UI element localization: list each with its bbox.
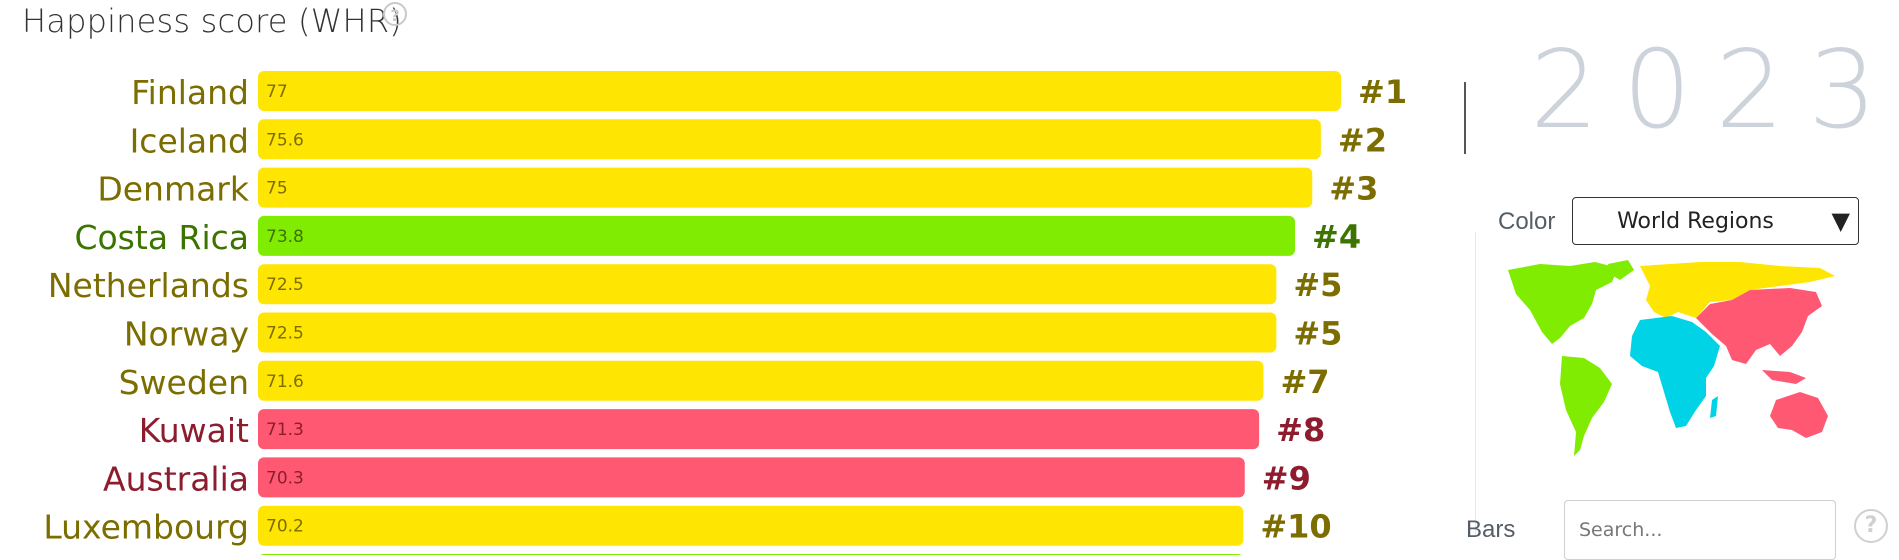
rank-label: #2 <box>1338 121 1387 159</box>
bar <box>258 360 1264 401</box>
value-label: 77 <box>266 82 288 102</box>
bar-row: Norway 72.5 #5 <box>124 312 1342 354</box>
bar-row: Costa Rica 73.8 #4 <box>74 215 1361 257</box>
value-label: 72.5 <box>266 324 304 344</box>
value-label: 73.8 <box>266 227 304 247</box>
bar <box>258 167 1313 208</box>
bar <box>258 215 1296 256</box>
map-indonesia[interactable] <box>1762 370 1806 384</box>
color-select-value: World Regions <box>1617 209 1774 234</box>
value-label: 71.3 <box>266 420 304 440</box>
bar <box>258 119 1321 160</box>
map-greenland[interactable] <box>1608 260 1634 280</box>
value-label: 75.6 <box>266 130 304 150</box>
bar <box>258 457 1245 498</box>
rank-label: #8 <box>1276 411 1325 449</box>
bar-row: Sweden 71.6 #7 <box>119 360 1330 402</box>
value-label: 70.2 <box>266 517 304 537</box>
color-label: Color <box>1498 208 1556 235</box>
bar-row: Luxembourg 70.2 #10 <box>43 505 1332 547</box>
bar-row: Denmark 75 #3 <box>97 167 1378 209</box>
world-regions-map[interactable] <box>1500 260 1845 475</box>
value-label: 71.6 <box>266 372 304 392</box>
rank-label: #1 <box>1358 73 1407 111</box>
map-africa[interactable] <box>1630 316 1720 428</box>
help-icon[interactable]: ? <box>383 2 407 26</box>
rank-label: #5 <box>1293 315 1342 353</box>
year-divider <box>1464 82 1466 154</box>
rank-label: #3 <box>1329 170 1378 208</box>
map-asia[interactable] <box>1696 288 1822 364</box>
category-label: Iceland <box>130 121 249 160</box>
rank-label: #10 <box>1260 508 1331 546</box>
dropdown-arrow-icon: ▼ <box>1831 207 1850 235</box>
map-europe[interactable] <box>1640 262 1835 318</box>
bar <box>258 264 1277 305</box>
map-australia[interactable] <box>1770 392 1828 438</box>
chart-title: Happiness score (WHR) <box>22 2 402 40</box>
value-label: 75 <box>266 179 288 199</box>
bar-row: Iceland 75.6 #2 <box>130 119 1387 160</box>
value-label: 70.3 <box>266 468 304 488</box>
map-south-america[interactable] <box>1560 356 1612 456</box>
category-label: Costa Rica <box>74 218 249 257</box>
rank-label: #4 <box>1312 218 1361 256</box>
bar-row: Kuwait 71.3 #8 <box>139 409 1325 450</box>
rank-label: #9 <box>1262 459 1311 497</box>
bar-row: Australia 70.3 #9 <box>103 457 1311 498</box>
category-label: Denmark <box>97 170 250 209</box>
map-north-america[interactable] <box>1508 262 1618 344</box>
bar <box>258 505 1244 546</box>
bar-row: Netherlands 72.5 #5 <box>48 264 1342 305</box>
bar <box>258 409 1260 450</box>
rank-label: #7 <box>1280 363 1329 401</box>
category-label: Sweden <box>119 363 249 402</box>
controls-divider <box>1475 232 1476 537</box>
bar <box>258 71 1341 111</box>
bars-label: Bars <box>1466 516 1516 543</box>
category-label: Australia <box>103 459 249 498</box>
bar-chart: Finland 77 #1 Iceland 75.6 #2 Denmark 75 #3 Costa… <box>43 71 1407 555</box>
color-select[interactable]: World Regions ▼ <box>1572 197 1859 245</box>
rank-label: #5 <box>1293 266 1342 304</box>
bar <box>258 312 1277 353</box>
category-label: Finland <box>131 73 249 112</box>
category-label: Norway <box>124 315 249 354</box>
value-label: 72.5 <box>266 275 304 295</box>
help-icon[interactable]: ? <box>1854 509 1888 543</box>
bars-search-input[interactable] <box>1564 500 1836 560</box>
map-madagascar[interactable] <box>1710 396 1718 418</box>
category-label: Kuwait <box>139 411 249 450</box>
category-label: Luxembourg <box>43 508 249 547</box>
bar-row: Finland 77 #1 <box>131 71 1407 112</box>
category-label: Netherlands <box>48 266 249 305</box>
year-label: 2023 <box>1530 28 1899 153</box>
